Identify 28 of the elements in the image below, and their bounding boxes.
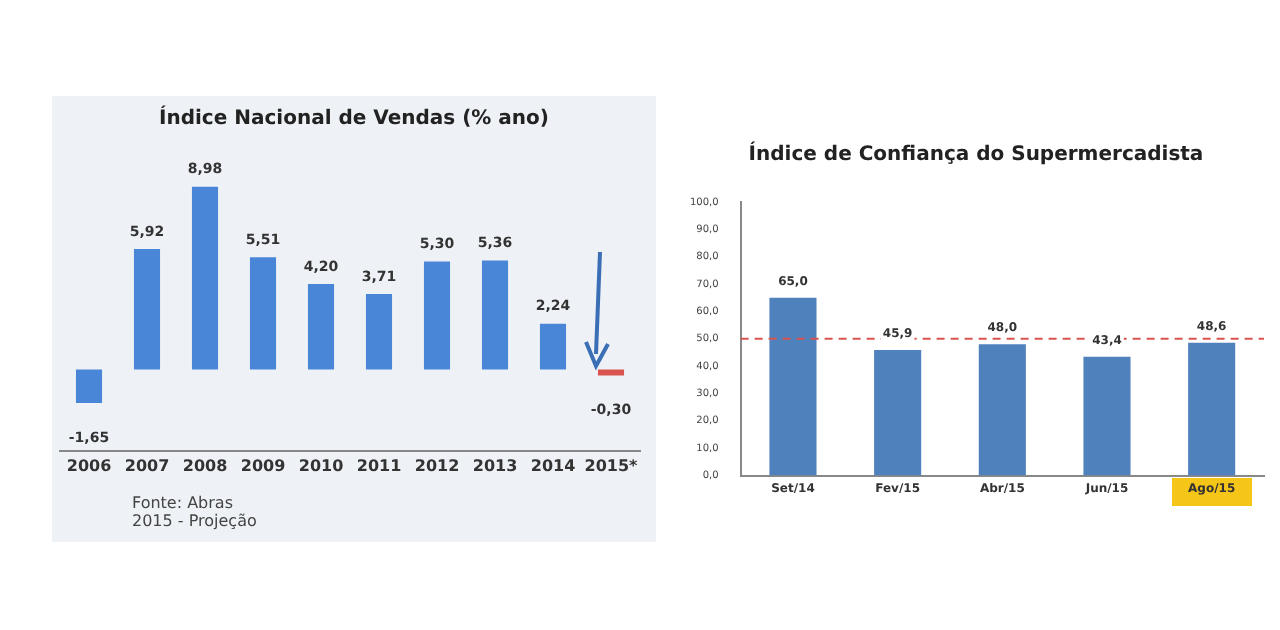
bar [769,297,817,476]
bar [978,344,1026,476]
bar [365,293,393,370]
x-tick-label: 2008 [182,456,229,475]
bar [539,323,567,370]
x-tick-label: 2007 [124,456,170,475]
chart-title: Índice Nacional de Vendas (% ano) [157,103,551,134]
x-tick-label: 2012 [414,456,460,475]
bar [307,283,335,370]
x-tick-label: 2006 [66,456,113,475]
bar [423,261,451,370]
bar [597,369,625,376]
source-note: Fonte: Abras [132,494,235,512]
bar [1083,356,1131,476]
x-tick-label: 2010 [298,456,345,475]
x-tick-label: 2015* [584,456,640,475]
x-tick-label: 2009 [240,456,287,475]
x-tick-label: 2014 [530,456,577,475]
chart-title: Índice de Confiança do Supermercadista [746,139,1206,170]
x-tick-label: 2013 [472,456,518,475]
bar [249,257,277,370]
bar [191,186,219,370]
bar [133,249,161,370]
text: 2015 - Projeção [132,512,259,530]
x-tick-label: 2011 [356,456,403,475]
bar [874,350,922,476]
bar [75,369,103,403]
bar [481,260,509,370]
